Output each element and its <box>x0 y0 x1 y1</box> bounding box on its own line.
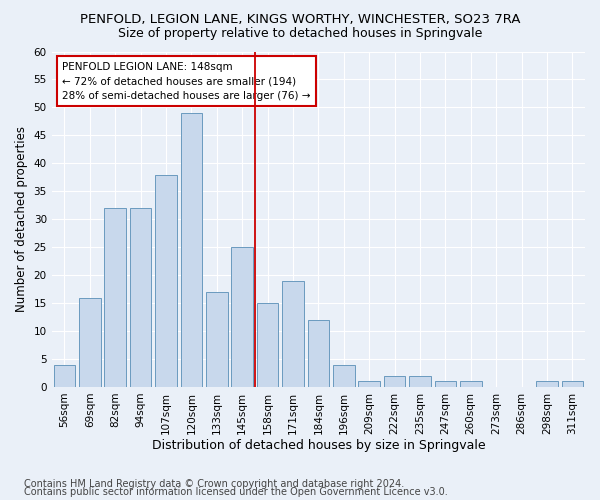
Text: PENFOLD LEGION LANE: 148sqm
← 72% of detached houses are smaller (194)
28% of se: PENFOLD LEGION LANE: 148sqm ← 72% of det… <box>62 62 311 101</box>
Bar <box>130 208 151 387</box>
Bar <box>409 376 431 387</box>
Bar <box>358 382 380 387</box>
Bar <box>53 364 75 387</box>
Y-axis label: Number of detached properties: Number of detached properties <box>15 126 28 312</box>
Bar <box>308 320 329 387</box>
Bar <box>79 298 101 387</box>
Bar <box>562 382 583 387</box>
Bar <box>384 376 406 387</box>
Text: PENFOLD, LEGION LANE, KINGS WORTHY, WINCHESTER, SO23 7RA: PENFOLD, LEGION LANE, KINGS WORTHY, WINC… <box>80 12 520 26</box>
Text: Contains public sector information licensed under the Open Government Licence v3: Contains public sector information licen… <box>24 487 448 497</box>
Bar <box>104 208 126 387</box>
Text: Contains HM Land Registry data © Crown copyright and database right 2024.: Contains HM Land Registry data © Crown c… <box>24 479 404 489</box>
Bar <box>434 382 456 387</box>
X-axis label: Distribution of detached houses by size in Springvale: Distribution of detached houses by size … <box>152 440 485 452</box>
Bar <box>181 113 202 387</box>
Bar <box>257 303 278 387</box>
Bar <box>155 174 177 387</box>
Bar <box>333 364 355 387</box>
Bar <box>536 382 557 387</box>
Bar <box>232 247 253 387</box>
Bar <box>282 280 304 387</box>
Text: Size of property relative to detached houses in Springvale: Size of property relative to detached ho… <box>118 28 482 40</box>
Bar <box>460 382 482 387</box>
Bar <box>206 292 227 387</box>
